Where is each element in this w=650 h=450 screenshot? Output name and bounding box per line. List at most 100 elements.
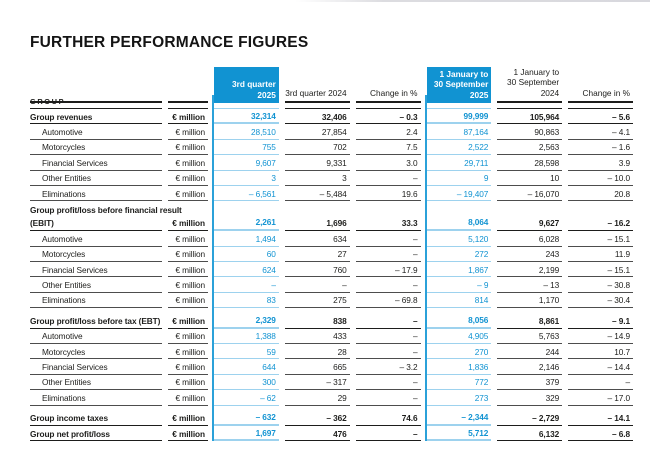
table-row: Financial Services € million 624 760 – 17.9 1… <box>30 262 633 278</box>
value-cell: 2,261 <box>214 216 279 232</box>
value-cell: 9,627 <box>497 216 563 232</box>
value-cell: – 16,070 <box>497 186 563 202</box>
row-label: Motorcycles <box>30 140 162 156</box>
column-header: Change in % <box>568 67 633 104</box>
header-unit-column-spacer <box>168 67 208 104</box>
value-cell: – 5.6 <box>568 109 633 125</box>
column-header-line: 1 January to <box>439 69 489 79</box>
column-header: 1 January to 30 September 2024 <box>497 67 563 104</box>
group-rule-cell <box>284 95 350 109</box>
value-cell: 74.6 <box>355 411 421 426</box>
table-row: Automotive € million 1,494 634–5,120 6,028 – … <box>30 231 633 247</box>
row-unit-label: € million <box>168 375 208 391</box>
value-cell: 476 <box>284 426 350 442</box>
row-unit-label: € million <box>168 124 208 140</box>
value-cell: 1,836 <box>426 359 492 375</box>
table-row: Automotive € million 28,510 27,854 2.4 87,164… <box>30 124 633 140</box>
row-unit-label: € million <box>168 109 208 125</box>
row-label: Financial Services <box>30 359 162 375</box>
table-row: Other Entities € million 300– 317–772 379– <box>30 375 633 391</box>
page-top-edge-line <box>295 0 650 2</box>
row-label: Eliminations <box>30 390 162 406</box>
value-cell: 634 <box>284 231 350 247</box>
table-row: Group income taxes € million – 632 – 362 74.… <box>30 411 633 426</box>
value-cell: 624 <box>214 262 279 278</box>
row-unit-label: € million <box>168 262 208 278</box>
row-label: Motorcycles <box>30 344 162 360</box>
value-cell: 300 <box>214 375 279 391</box>
table-row: Financial Services € million 644 665 – 3.2 1,… <box>30 359 633 375</box>
value-cell: 2,329 <box>214 313 279 329</box>
highlight-column-edge-q3-2025 <box>212 95 214 442</box>
highlight-column-edge-9m-2025 <box>425 95 427 442</box>
value-cell: 9,331 <box>284 155 350 171</box>
value-cell: 8,056 <box>426 313 492 329</box>
value-cell: 5,763 <box>497 329 563 344</box>
row-label: Group profit/loss before tax (EBT) <box>30 313 162 329</box>
value-cell: 28 <box>284 344 350 360</box>
value-cell: 5,712 <box>426 426 492 442</box>
row-label: Automotive <box>30 231 162 247</box>
row-label: Automotive <box>30 124 162 140</box>
value-cell: – 14.9 <box>568 329 633 344</box>
table-body: Group revenues € million 32,314 32,406 – 0.3… <box>30 109 633 442</box>
column-header-line: 3rd quarter 2024 <box>285 87 347 98</box>
row-label: (EBIT) <box>30 216 162 232</box>
table-row: Motorcycles € million 59 28–270 244 10.7 <box>30 344 633 360</box>
value-cell: 433 <box>284 329 350 344</box>
row-label: Group net profit/loss <box>30 426 162 442</box>
group-rule-cell <box>568 95 633 109</box>
row-unit-label: € million <box>168 426 208 442</box>
value-cell: 105,964 <box>497 109 563 125</box>
value-cell: 28,510 <box>214 124 279 140</box>
value-cell: 2.4 <box>355 124 421 140</box>
value-cell: 379 <box>497 375 563 391</box>
value-cell: – 4.1 <box>568 124 633 140</box>
table-row: Other Entities € million 3 3–9 10– 10.0 <box>30 171 633 186</box>
column-header-line: 30 September 2025 <box>433 79 489 100</box>
value-cell: – <box>355 277 421 293</box>
column-header-highlighted: 3rd quarter 2025 <box>214 67 279 104</box>
value-cell: 10 <box>497 171 563 186</box>
value-cell: – 17.0 <box>568 390 633 406</box>
row-unit-label: € million <box>168 329 208 344</box>
column-header-line: 30 September 2024 <box>507 77 560 98</box>
value-cell: 329 <box>497 390 563 406</box>
column-header-line: Change in % <box>582 87 630 98</box>
value-cell: 32,314 <box>214 109 279 125</box>
value-cell: 27,854 <box>284 124 350 140</box>
group-rule-cell <box>355 95 421 109</box>
row-unit-label: € million <box>168 231 208 247</box>
value-cell: – 69.8 <box>355 293 421 309</box>
row-unit-label: € million <box>168 171 208 186</box>
value-cell: 272 <box>426 247 492 263</box>
value-cell: 99,999 <box>426 109 492 125</box>
value-cell: – 1.6 <box>568 140 633 156</box>
value-cell: 83 <box>214 293 279 309</box>
value-cell: 2,522 <box>426 140 492 156</box>
value-cell: – 9 <box>426 277 492 293</box>
group-label-cell: GROUP <box>30 95 162 109</box>
value-cell: – 3.2 <box>355 359 421 375</box>
value-cell: 1,494 <box>214 231 279 247</box>
row-unit-label: € million <box>168 140 208 156</box>
value-cell: – 10.0 <box>568 171 633 186</box>
value-cell: 273 <box>426 390 492 406</box>
value-cell: – <box>355 313 421 329</box>
value-cell: 33.3 <box>355 216 421 232</box>
value-cell: – <box>214 277 279 293</box>
value-cell: – 317 <box>284 375 350 391</box>
table-row: Group profit/loss before tax (EBT) € mill… <box>30 313 633 329</box>
value-cell: 28,598 <box>497 155 563 171</box>
value-cell: 838 <box>284 313 350 329</box>
value-cell: 1,170 <box>497 293 563 309</box>
value-cell: 2,146 <box>497 359 563 375</box>
row-label: Automotive <box>30 329 162 344</box>
value-cell: 29,711 <box>426 155 492 171</box>
value-cell: 8,064 <box>426 216 492 232</box>
value-cell: 5,120 <box>426 231 492 247</box>
value-cell: 3.9 <box>568 155 633 171</box>
value-cell: – 16.2 <box>568 216 633 232</box>
performance-figures-table: 3rd quarter 2025 3rd quarter 2024 Change i… <box>30 67 633 442</box>
row-unit-label: € million <box>168 344 208 360</box>
